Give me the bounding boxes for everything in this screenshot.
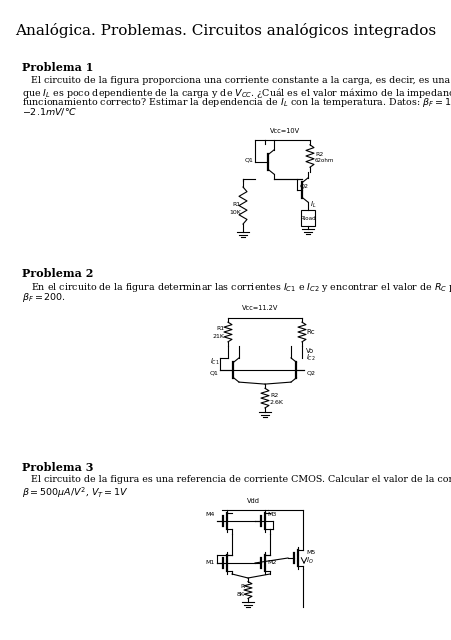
Text: M1: M1 xyxy=(205,561,215,566)
Text: $I_{C2}$: $I_{C2}$ xyxy=(305,353,315,363)
Text: Vcc=11.2V: Vcc=11.2V xyxy=(241,305,277,311)
Text: 21K: 21K xyxy=(212,333,225,339)
Text: $-2.1mV/°C$: $-2.1mV/°C$ xyxy=(22,106,77,117)
Text: $I_O$: $I_O$ xyxy=(305,556,313,566)
Text: En el circuito de la figura determinar las corrientes $I_{C1}$ e $I_{C2}$ y enco: En el circuito de la figura determinar l… xyxy=(22,281,451,294)
Text: Q1: Q1 xyxy=(210,371,218,376)
Text: Problema 3: Problema 3 xyxy=(22,462,93,473)
Text: R2: R2 xyxy=(314,152,322,157)
Text: $I_L$: $I_L$ xyxy=(309,200,316,211)
Text: M3: M3 xyxy=(267,513,276,518)
Text: $I_{C1}$: $I_{C1}$ xyxy=(210,357,219,367)
Text: Vdd: Vdd xyxy=(246,498,259,504)
Text: Vcc=10V: Vcc=10V xyxy=(269,128,299,134)
Text: que $I_L$ es poco dependiente de la carga y de $V_{CC}$. ¿Cuál es el valor máxim: que $I_L$ es poco dependiente de la carg… xyxy=(22,86,451,100)
Text: El circuito de la figura es una referencia de corriente CMOS. Calcular el valor : El circuito de la figura es una referenc… xyxy=(22,475,451,484)
Text: El circuito de la figura proporciona una corriente constante a la carga, es deci: El circuito de la figura proporciona una… xyxy=(22,76,451,85)
Text: 62ohm: 62ohm xyxy=(314,157,334,163)
Text: M2: M2 xyxy=(267,561,276,566)
Text: 10K: 10K xyxy=(229,210,240,215)
Text: 2.6K: 2.6K xyxy=(269,399,283,404)
Text: R1: R1 xyxy=(232,202,240,207)
Text: Vo: Vo xyxy=(305,348,313,354)
Text: R2: R2 xyxy=(269,392,278,397)
Text: $\beta = 500\mu A/V^2$, $V_T = 1V$: $\beta = 500\mu A/V^2$, $V_T = 1V$ xyxy=(22,485,129,500)
Text: R1: R1 xyxy=(216,326,225,332)
Text: Q1: Q1 xyxy=(244,157,253,163)
Text: Rc: Rc xyxy=(305,329,314,335)
Text: M4: M4 xyxy=(205,513,215,518)
Text: M5: M5 xyxy=(305,550,314,554)
Text: Q2: Q2 xyxy=(299,184,308,189)
Text: funcionamiento correcto? Estimar la dependencia de $I_L$ con la temperatura. Dat: funcionamiento correcto? Estimar la depe… xyxy=(22,96,451,109)
Text: Analógica. Problemas. Circuitos analógicos integrados: Analógica. Problemas. Circuitos analógic… xyxy=(15,22,436,38)
Bar xyxy=(300,210,314,226)
Text: 8K: 8K xyxy=(236,591,244,596)
Text: Problema 1: Problema 1 xyxy=(22,62,93,73)
Text: Q2: Q2 xyxy=(306,371,315,376)
Text: $\beta_F = 200$.: $\beta_F = 200$. xyxy=(22,291,66,304)
Text: Rload: Rload xyxy=(299,216,315,221)
Text: R: R xyxy=(240,584,244,589)
Text: Problema 2: Problema 2 xyxy=(22,268,93,279)
